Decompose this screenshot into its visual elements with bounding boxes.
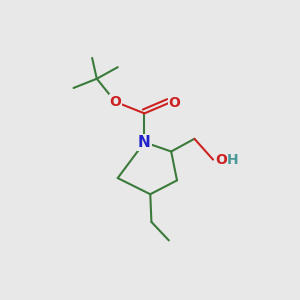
Text: O: O bbox=[215, 153, 227, 166]
Text: O: O bbox=[110, 95, 121, 109]
Text: N: N bbox=[138, 135, 151, 150]
Text: O: O bbox=[169, 96, 181, 110]
Text: H: H bbox=[227, 153, 238, 166]
